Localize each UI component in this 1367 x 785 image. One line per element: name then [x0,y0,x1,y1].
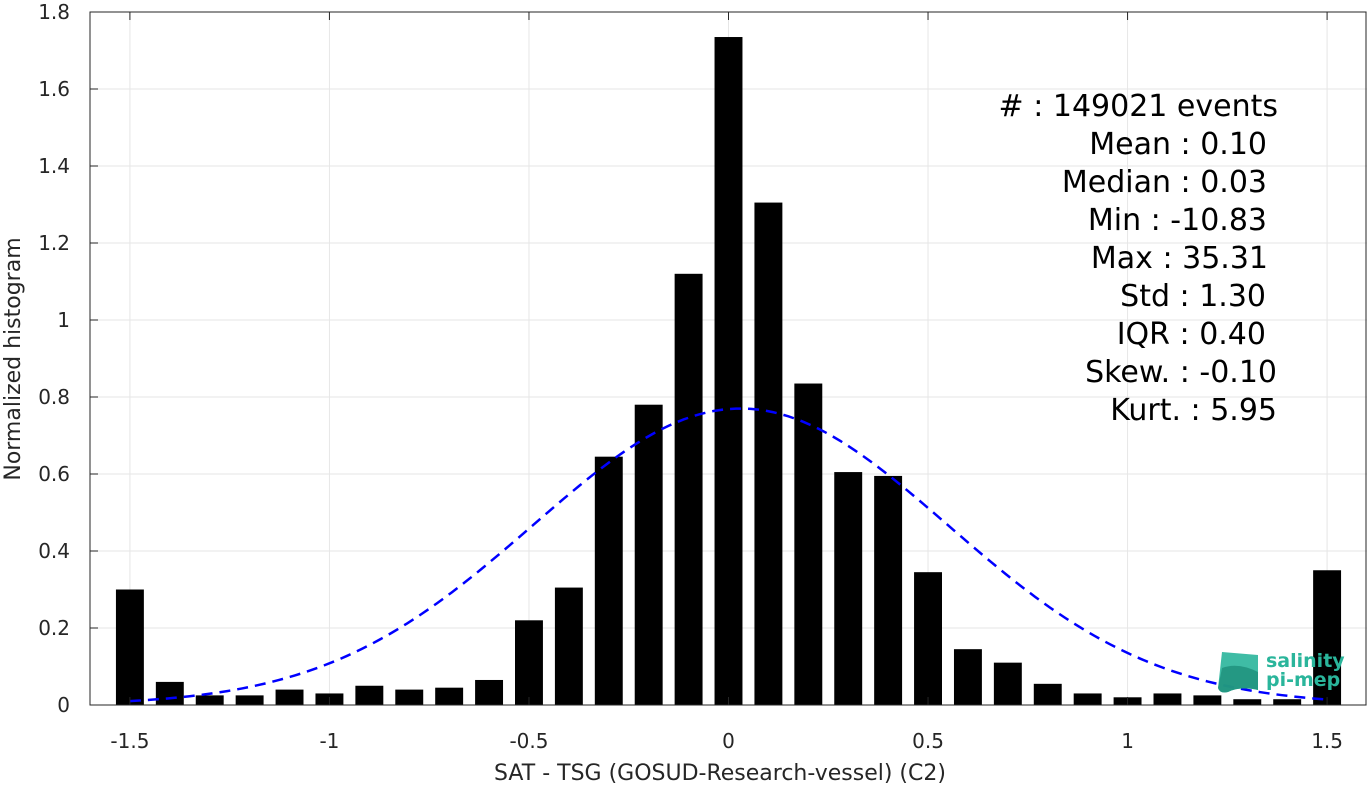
bar-2 [195,695,224,705]
bar-9 [475,679,504,705]
bar-28 [1233,699,1262,705]
y-axis-label: Normalized histogram [1,237,26,480]
x-tick-labels: -1.5 -1 -0.5 0 0.5 1 1.5 [110,729,1343,753]
bar-13 [634,404,663,705]
bar-29 [1273,699,1302,705]
x-tick-label-6: 1.5 [1311,729,1343,753]
x-axis-label: SAT - TSG (GOSUD-Research-vessel) (C2) [494,761,946,785]
bar-26 [1153,693,1182,705]
bar-8 [435,687,464,705]
stats-line-2: Median : 0.03 [1062,165,1267,200]
stats-line-3: Min : -10.83 [1088,203,1267,238]
bar-27 [1193,695,1222,705]
y-tick-labels: 0 0.2 0.4 0.6 0.8 1 1.2 1.4 1.6 1.8 [38,0,70,717]
y-tick-label-5: 1 [57,308,70,332]
gaussian-fit-line [129,407,1328,703]
bar-17 [794,383,823,705]
stats-line-6: IQR : 0.40 [1117,317,1266,352]
bar-16 [754,202,783,705]
bar-0 [115,589,144,705]
bar-30 [1313,570,1342,705]
bar-6 [355,685,384,705]
x-tick-label-4: 0.5 [912,729,944,753]
stats-line-1: Mean : 0.10 [1089,127,1267,162]
stats-line-0: # : 149021 events [999,89,1278,124]
bar-19 [874,475,903,705]
x-tick-label-2: -0.5 [509,729,548,753]
bar-21 [953,649,982,705]
bar-24 [1073,693,1102,705]
logo-text-line1: salinity [1266,650,1345,672]
x-tick-label-5: 1 [1121,729,1134,753]
x-tick-label-0: -1.5 [110,729,149,753]
stats-line-4: Max : 35.31 [1091,241,1268,276]
bar-22 [993,662,1022,705]
bar-23 [1033,683,1062,705]
bar-3 [235,695,264,705]
y-tick-label-8: 1.6 [38,77,70,101]
bar-4 [275,689,304,705]
y-tick-label-9: 1.8 [38,0,70,24]
y-tick-label-6: 1.2 [38,231,70,255]
stats-line-7: Skew. : -0.10 [1085,355,1277,390]
bar-20 [914,572,942,705]
bar-10 [515,620,543,705]
bar-11 [554,587,583,705]
stats-line-8: Kurt. : 5.95 [1110,393,1277,428]
y-tick-label-3: 0.6 [38,462,70,486]
axes [89,11,1367,706]
y-tick-label-1: 0.2 [38,616,70,640]
y-tick-label-2: 0.4 [38,539,70,563]
logo-text-line2: pi-mep [1266,669,1340,691]
x-tick-label-3: 0 [722,729,735,753]
bar-18 [834,472,863,705]
bar-12 [594,456,623,705]
bar-15 [714,37,743,705]
y-tick-label-0: 0 [57,693,70,717]
bar-7 [395,689,424,705]
bars [115,37,1342,705]
x-tick-label-1: -1 [319,729,339,753]
bar-14 [674,273,703,705]
salinity-pi-mep-logo: salinity pi-mep [1218,650,1345,693]
y-tick-label-7: 1.4 [38,154,70,178]
bar-1 [155,681,184,705]
fit-curve-layer [129,407,1328,703]
y-tick-label-4: 0.8 [38,385,70,409]
stats-line-5: Std : 1.30 [1120,279,1266,314]
